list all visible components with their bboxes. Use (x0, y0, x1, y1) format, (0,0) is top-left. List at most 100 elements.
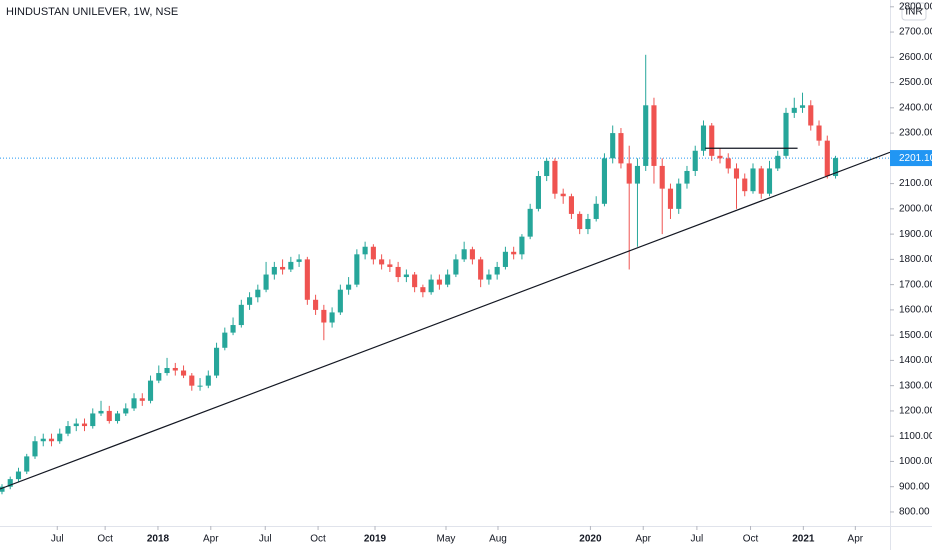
candle-body (412, 274, 418, 288)
candle-body (618, 133, 624, 164)
candle-body (0, 486, 5, 492)
candle-body (65, 426, 71, 434)
candle-body (552, 160, 558, 194)
y-tick-label: 1100.00 (899, 431, 932, 442)
candle-body (354, 254, 360, 285)
x-tick-label: May (437, 534, 456, 545)
x-tick-label: Oct (97, 534, 113, 545)
currency-label[interactable]: INR (905, 7, 922, 18)
y-tick-label: 1400.00 (899, 355, 932, 366)
candle-body (535, 176, 541, 209)
candle-body (750, 168, 756, 192)
x-tick-label: 2021 (792, 534, 815, 545)
candle-body (98, 410, 104, 414)
candle-body (337, 289, 343, 313)
candle-body (436, 279, 442, 285)
y-tick-label: 1900.00 (899, 229, 932, 240)
candle-body (684, 170, 690, 184)
candle-body (139, 398, 145, 401)
candle-body (486, 274, 492, 280)
plot (0, 54, 891, 495)
candle-body (197, 385, 203, 387)
candle-body (478, 259, 484, 280)
y-tick-label: 2500.00 (899, 77, 932, 88)
candle-body (230, 325, 236, 333)
y-tick-label: 2400.00 (899, 102, 932, 113)
candle-body (329, 312, 335, 323)
y-tick-label: 1700.00 (899, 279, 932, 290)
candle-body (610, 133, 616, 159)
candle-body (799, 105, 806, 108)
candle-body (48, 438, 55, 442)
candle-body (626, 163, 632, 184)
candle-body (692, 150, 698, 171)
candle-body (131, 398, 137, 409)
candle-body (461, 249, 467, 260)
y-tick-label: 2700.00 (899, 27, 932, 38)
candle-body (783, 112, 789, 156)
y-tick-label: 1000.00 (899, 456, 932, 467)
candle-body (362, 246, 368, 255)
candle-body (321, 309, 327, 323)
x-tick-label: 2018 (147, 534, 170, 545)
candle-body (577, 213, 583, 230)
candle-body (643, 105, 649, 166)
candle-body (387, 264, 393, 267)
candle-body (288, 261, 294, 270)
candle-body (659, 165, 665, 189)
candle-body (313, 299, 319, 310)
x-tick-label: Jul (690, 534, 703, 545)
currency-button[interactable] (901, 2, 927, 21)
candle-body (123, 408, 129, 414)
y-tick-label: 1800.00 (899, 254, 932, 265)
candle-body (81, 423, 88, 427)
candle-body (73, 423, 79, 427)
candle-body (453, 259, 459, 275)
candle-body (667, 188, 674, 209)
candle-body (304, 259, 310, 300)
candle-body (205, 375, 211, 386)
candle-body (395, 266, 401, 278)
candle-body (271, 266, 277, 275)
candle-body (428, 279, 434, 293)
candle-body (585, 218, 591, 230)
candle-body (40, 438, 46, 442)
candle-body (370, 246, 376, 260)
candle-body (172, 367, 178, 371)
candle-body (445, 274, 451, 285)
candle-body (296, 259, 302, 262)
candle-body (808, 105, 814, 126)
candle-body (832, 158, 839, 177)
last-price-label: 2201.10 (899, 153, 932, 164)
candle-body (189, 375, 195, 386)
candle-body (502, 251, 508, 267)
candle-body (816, 125, 822, 141)
candle-body (403, 274, 409, 278)
x-tick-label: 2020 (579, 534, 602, 545)
x-tick-label: Apr (848, 534, 864, 545)
candle-body (147, 380, 154, 401)
y-tick-label: 1500.00 (899, 330, 932, 341)
candle-body (791, 107, 797, 113)
x-tick-label: Jul (51, 534, 64, 545)
x-tick-label: Oct (743, 534, 759, 545)
candle-body (164, 367, 170, 374)
candle-body (7, 479, 13, 487)
x-tick-label: Aug (489, 534, 507, 545)
x-tick-label: Oct (310, 534, 326, 545)
y-tick-label: 800.00 (899, 507, 930, 518)
candle-body (527, 208, 533, 237)
y-tick-label: 1600.00 (899, 305, 932, 316)
candle-body (222, 332, 228, 348)
candle-body (709, 125, 715, 156)
y-tick-label: 1300.00 (899, 380, 932, 391)
candle-body (758, 168, 764, 194)
y-tick-label: 900.00 (899, 481, 930, 492)
candle-body (263, 274, 269, 290)
chart-title: HINDUSTAN UNILEVER, 1W, NSE (6, 6, 178, 18)
x-tick-label: Jul (259, 534, 272, 545)
candle-body (725, 158, 731, 169)
candle-body (114, 413, 121, 422)
trend-line (0, 151, 891, 490)
